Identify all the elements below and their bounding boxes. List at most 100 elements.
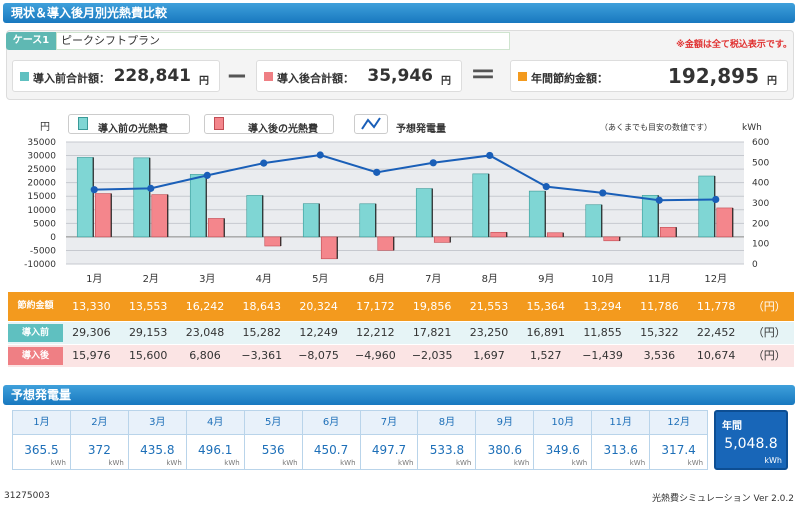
table-cell: 12,212 [356, 326, 395, 339]
generation-point [429, 159, 437, 167]
saving-total-unit: 円 [767, 76, 777, 87]
table-cell: −8,075 [298, 349, 339, 362]
table-cell: 23,250 [469, 326, 509, 339]
minus-operator: − [226, 61, 248, 91]
generation-cell: 10月 349.6 kWh [534, 411, 593, 469]
generation-point [486, 151, 494, 160]
table-cell: 15,322 [640, 326, 679, 339]
y-axis-label: 円 [40, 122, 50, 133]
before-total-unit: 円 [199, 76, 209, 87]
x-tick-label: 5月 [312, 273, 328, 285]
after-row: 導入後 15,976 15,600 6,806 −3,361 −8,075 −4,960 −… [8, 345, 794, 367]
generation-unit: kWh [108, 459, 124, 467]
generation-value: 536 [261, 443, 285, 457]
y-tick-label: 30000 [27, 152, 56, 162]
before-total-value: 228,841 [113, 66, 191, 86]
generation-month: 7月 [360, 411, 418, 435]
saving-total-value: 192,895 [667, 64, 759, 88]
generation-table: 1月 365.5 kWh 2月 372 kWh 3月 435.8 kWh 4月 496.1 kWh 5月… [12, 410, 708, 470]
generation-cell: 2月 372 kWh [70, 411, 129, 469]
bar-before [472, 173, 490, 238]
table-cell: 11,778 [696, 300, 736, 313]
bar-after [546, 232, 564, 238]
saving-total-box: 年間節約金額： 192,895 円 [510, 60, 788, 92]
generation-month: 1月 [13, 411, 70, 435]
table-unit: （円） [752, 349, 786, 362]
x-tick-label: 11月 [648, 273, 671, 285]
table-cell: −4,960 [355, 349, 396, 362]
table-cell: −1,439 [582, 349, 623, 362]
before-total-label: 導入前合計額： [33, 72, 110, 85]
table-cell: 13,294 [583, 300, 622, 313]
bar-before-icon [78, 117, 88, 130]
x-tick-label: 2月 [143, 273, 159, 285]
generation-point [373, 168, 381, 176]
table-cell: 17,821 [412, 326, 452, 339]
generation-points [90, 151, 720, 204]
x-tick-label: 3月 [199, 273, 215, 285]
bar-before [302, 203, 320, 238]
generation-month: 12月 [650, 411, 708, 435]
saving-total-label: 年間節約金額： [531, 72, 608, 85]
footer-app-version: 光熱費シミュレーション Ver 2.0.2 [652, 494, 794, 504]
generation-cell: 1月 365.5 kWh [13, 411, 71, 469]
bar-after [264, 236, 282, 247]
generation-month: 8月 [418, 411, 476, 435]
y2-axis-label: kWh [742, 123, 762, 133]
bar-before [528, 190, 546, 238]
table-cell: −2,035 [411, 349, 453, 362]
bar-after [433, 236, 451, 243]
bar-before [189, 174, 207, 238]
generation-unit: kWh [629, 459, 646, 467]
generation-point [90, 186, 98, 194]
generation-month: 5月 [244, 411, 302, 435]
generation-unit: kWh [571, 459, 588, 467]
bar-after [207, 218, 225, 238]
x-tick-label: 10月 [591, 273, 614, 285]
table-cell: 23,048 [185, 326, 225, 339]
legend-after [204, 114, 334, 134]
generation-value: 496.1 [198, 443, 233, 457]
generation-month: 6月 [302, 411, 360, 435]
saving-row-head: 節約金額 [8, 292, 63, 321]
bar-after [94, 193, 112, 238]
generation-unit: kWh [513, 459, 530, 467]
bar-before [246, 195, 264, 238]
x-tick-label: 7月 [425, 273, 441, 285]
y-tick-label: 20000 [27, 179, 56, 189]
bar-after [659, 227, 677, 238]
generation-cell: 6月 450.7 kWh [302, 411, 361, 469]
y2-tick-label: 500 [752, 158, 769, 168]
table-cell: 16,242 [185, 300, 225, 313]
y-tick-label: 25000 [27, 165, 56, 175]
generation-unit: kWh [398, 459, 414, 467]
generation-cell: 9月 380.6 kWh [476, 411, 535, 469]
plot-background [66, 142, 744, 264]
table-unit: （円） [752, 300, 786, 313]
generation-unit: kWh [166, 459, 182, 467]
generation-value: 313.6 [603, 443, 638, 457]
generation-value: 435.8 [140, 443, 175, 457]
generation-cell: 4月 496.1 kWh [186, 411, 245, 469]
generation-unit: kWh [50, 459, 66, 467]
table-cell: 11,855 [583, 326, 622, 339]
annual-value: 5,048.8 [724, 436, 778, 452]
generation-month: 9月 [476, 411, 534, 435]
y2-tick-label: 100 [752, 240, 769, 250]
y-axis-ticks: 35000 30000 25000 20000 15000 10000 5000 0 -5000… [24, 138, 56, 270]
table-cell: 29,153 [128, 326, 168, 339]
generation-point [260, 159, 268, 167]
generation-point [712, 195, 720, 204]
y-tick-label: 5000 [33, 219, 56, 229]
cost-chart: 35000300002500020000150001000050000-5000… [24, 122, 769, 285]
generation-point [203, 171, 211, 179]
table-cell: −3,361 [241, 349, 283, 362]
annual-generation-box: 年間 5,048.8 kWh [714, 410, 788, 470]
bar-after [490, 231, 508, 238]
generation-value: 372 [87, 443, 111, 457]
generation-value: 317.4 [661, 443, 696, 457]
saving-row: 節約金額 13,330 13,553 16,242 18,643 20,324 17,17… [8, 292, 794, 321]
table-cell: 15,282 [242, 326, 282, 339]
generation-value: 497.7 [371, 443, 407, 457]
generation-unit: kWh [455, 459, 472, 467]
